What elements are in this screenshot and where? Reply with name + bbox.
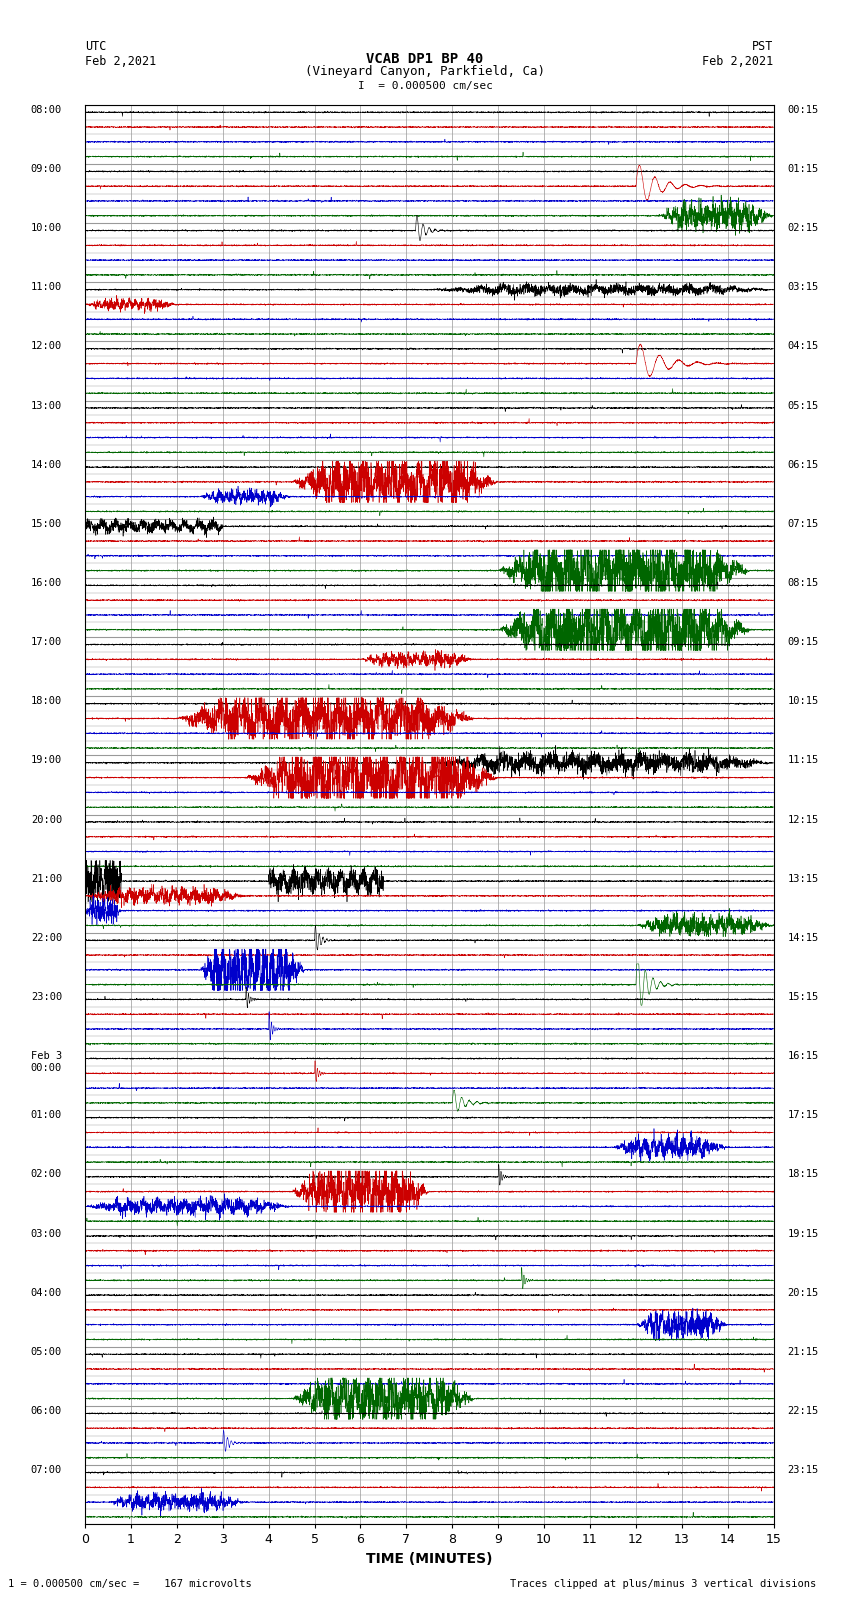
Text: 09:00: 09:00 xyxy=(31,165,62,174)
Text: 22:00: 22:00 xyxy=(31,932,62,944)
Text: 21:00: 21:00 xyxy=(31,874,62,884)
Text: 1 = 0.000500 cm/sec =    167 microvolts: 1 = 0.000500 cm/sec = 167 microvolts xyxy=(8,1579,252,1589)
Text: PST: PST xyxy=(752,40,774,53)
Text: 23:15: 23:15 xyxy=(787,1465,819,1476)
Text: Traces clipped at plus/minus 3 vertical divisions: Traces clipped at plus/minus 3 vertical … xyxy=(510,1579,816,1589)
Text: 09:15: 09:15 xyxy=(787,637,819,647)
Text: 05:00: 05:00 xyxy=(31,1347,62,1357)
Text: Feb 3
00:00: Feb 3 00:00 xyxy=(31,1052,62,1073)
Text: 17:00: 17:00 xyxy=(31,637,62,647)
Text: 15:15: 15:15 xyxy=(787,992,819,1002)
Text: UTC: UTC xyxy=(85,40,106,53)
Text: 08:00: 08:00 xyxy=(31,105,62,115)
Text: 11:15: 11:15 xyxy=(787,755,819,766)
Text: 21:15: 21:15 xyxy=(787,1347,819,1357)
Text: VCAB DP1 BP 40: VCAB DP1 BP 40 xyxy=(366,52,484,66)
Text: 11:00: 11:00 xyxy=(31,282,62,292)
Text: 05:15: 05:15 xyxy=(787,400,819,411)
Text: 04:00: 04:00 xyxy=(31,1287,62,1298)
Text: 06:00: 06:00 xyxy=(31,1407,62,1416)
Text: 02:15: 02:15 xyxy=(787,223,819,234)
Text: 03:15: 03:15 xyxy=(787,282,819,292)
Text: 16:00: 16:00 xyxy=(31,577,62,589)
Text: 07:00: 07:00 xyxy=(31,1465,62,1476)
Text: 15:00: 15:00 xyxy=(31,519,62,529)
Text: Feb 2,2021: Feb 2,2021 xyxy=(85,55,156,68)
Text: 20:15: 20:15 xyxy=(787,1287,819,1298)
Text: 16:15: 16:15 xyxy=(787,1052,819,1061)
Text: 18:00: 18:00 xyxy=(31,697,62,706)
Text: 02:00: 02:00 xyxy=(31,1169,62,1179)
Text: I  = 0.000500 cm/sec: I = 0.000500 cm/sec xyxy=(358,81,492,90)
Text: 22:15: 22:15 xyxy=(787,1407,819,1416)
Text: 03:00: 03:00 xyxy=(31,1229,62,1239)
Text: 14:00: 14:00 xyxy=(31,460,62,469)
Text: 10:00: 10:00 xyxy=(31,223,62,234)
Text: 12:00: 12:00 xyxy=(31,342,62,352)
Text: 18:15: 18:15 xyxy=(787,1169,819,1179)
Text: 04:15: 04:15 xyxy=(787,342,819,352)
Text: 12:15: 12:15 xyxy=(787,815,819,824)
Text: 01:15: 01:15 xyxy=(787,165,819,174)
Text: Feb 2,2021: Feb 2,2021 xyxy=(702,55,774,68)
Text: 06:15: 06:15 xyxy=(787,460,819,469)
Text: 20:00: 20:00 xyxy=(31,815,62,824)
Text: 08:15: 08:15 xyxy=(787,577,819,589)
X-axis label: TIME (MINUTES): TIME (MINUTES) xyxy=(366,1552,492,1566)
Text: 23:00: 23:00 xyxy=(31,992,62,1002)
Text: 07:15: 07:15 xyxy=(787,519,819,529)
Text: 01:00: 01:00 xyxy=(31,1110,62,1121)
Text: 19:00: 19:00 xyxy=(31,755,62,766)
Text: 17:15: 17:15 xyxy=(787,1110,819,1121)
Text: 13:15: 13:15 xyxy=(787,874,819,884)
Text: 00:15: 00:15 xyxy=(787,105,819,115)
Text: 19:15: 19:15 xyxy=(787,1229,819,1239)
Text: (Vineyard Canyon, Parkfield, Ca): (Vineyard Canyon, Parkfield, Ca) xyxy=(305,65,545,77)
Text: 14:15: 14:15 xyxy=(787,932,819,944)
Text: 13:00: 13:00 xyxy=(31,400,62,411)
Text: 10:15: 10:15 xyxy=(787,697,819,706)
